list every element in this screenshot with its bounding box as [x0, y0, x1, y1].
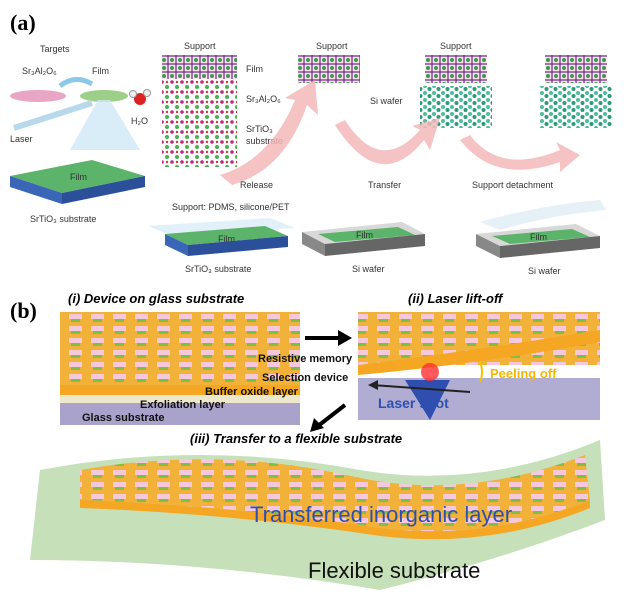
arrow: [316, 403, 347, 428]
arrow: [460, 135, 580, 172]
text: Support: PDMS, silicone/PET: [172, 202, 290, 212]
slab-side: [165, 234, 188, 256]
text: Support: [440, 41, 472, 51]
buffer-layer: [358, 330, 600, 375]
slab-top: [165, 226, 288, 245]
slab-side: [10, 176, 62, 204]
text: substrate: [246, 136, 283, 146]
lattice: [162, 79, 237, 167]
text: Sr₃Al₂O₆: [22, 66, 57, 76]
text: Flexible substrate: [308, 558, 480, 583]
text: Buffer oxide layer: [205, 386, 299, 398]
support-lattice: [162, 55, 237, 79]
text: (i) Device on glass substrate: [68, 291, 244, 306]
film: [318, 227, 415, 242]
bracket: [479, 361, 483, 383]
text: Film: [92, 66, 109, 76]
text: Resistive memory: [258, 353, 353, 365]
text: Laser shot: [378, 395, 449, 411]
molecule: [134, 93, 146, 105]
film: [492, 229, 590, 244]
text: Transferred inorganic layer: [250, 502, 512, 527]
text: Release: [240, 180, 273, 190]
support-lattice: [425, 55, 487, 83]
text: Selection device: [262, 372, 348, 384]
text: SrTiO₃: [246, 124, 273, 134]
arrow: [58, 77, 94, 89]
glass: [60, 403, 300, 425]
arrow: [368, 380, 378, 390]
support-film: [148, 218, 295, 236]
text: Targets: [40, 44, 70, 54]
text: Film: [356, 230, 373, 240]
slab-side: [302, 232, 325, 256]
text: Peeling off: [490, 366, 557, 381]
text: Glass substrate: [82, 412, 165, 424]
text: H₂O: [131, 116, 148, 126]
arrow: [335, 118, 440, 165]
text: Si wafer: [352, 264, 385, 274]
panel-label: (b): [10, 298, 37, 323]
plume: [70, 100, 140, 150]
text: Laser: [10, 134, 33, 144]
device-array: [80, 455, 590, 532]
target: [10, 90, 66, 102]
support-lattice: [298, 55, 360, 83]
target: [80, 90, 128, 102]
text: Film: [530, 232, 547, 242]
slab-side: [500, 236, 600, 258]
slab-side: [325, 234, 425, 256]
exfoliation-layer: [60, 395, 300, 403]
buffer-layer: [60, 385, 300, 395]
text: Film: [246, 64, 263, 74]
text: Support: [316, 41, 348, 51]
text: Si wafer: [370, 96, 403, 106]
support-lattice: [545, 55, 607, 83]
laser-beam: [13, 100, 93, 131]
text: SrTiO₃ substrate: [185, 264, 251, 274]
slab-side: [188, 236, 288, 256]
text: Sr₃Al₂O₆: [246, 94, 281, 104]
arrow: [220, 80, 318, 185]
text: SrTiO₃ substrate: [30, 214, 96, 224]
arrow: [310, 418, 324, 432]
slab-side: [62, 176, 145, 204]
text: Transfer: [368, 180, 401, 190]
arrow: [338, 330, 352, 346]
molecule: [129, 90, 137, 98]
text: Support detachment: [472, 180, 554, 190]
panel-label: (a): [10, 10, 36, 35]
text: Exfoliation layer: [140, 399, 226, 411]
si-lattice: [540, 86, 612, 128]
text: Film: [218, 234, 235, 244]
laser-spot: [421, 363, 439, 381]
slab-side: [476, 234, 500, 258]
slab-top: [10, 160, 145, 193]
text: (iii) Transfer to a flexible substrate: [190, 431, 402, 446]
support-film: [480, 200, 606, 230]
text: Si wafer: [528, 266, 561, 276]
molecule: [143, 89, 151, 97]
text: Film: [70, 172, 87, 182]
buffer-layer: [80, 500, 590, 540]
text: Support: [184, 41, 216, 51]
device-array: [60, 312, 300, 385]
text: (ii) Laser lift-off: [408, 291, 504, 306]
arrow: [371, 384, 471, 393]
